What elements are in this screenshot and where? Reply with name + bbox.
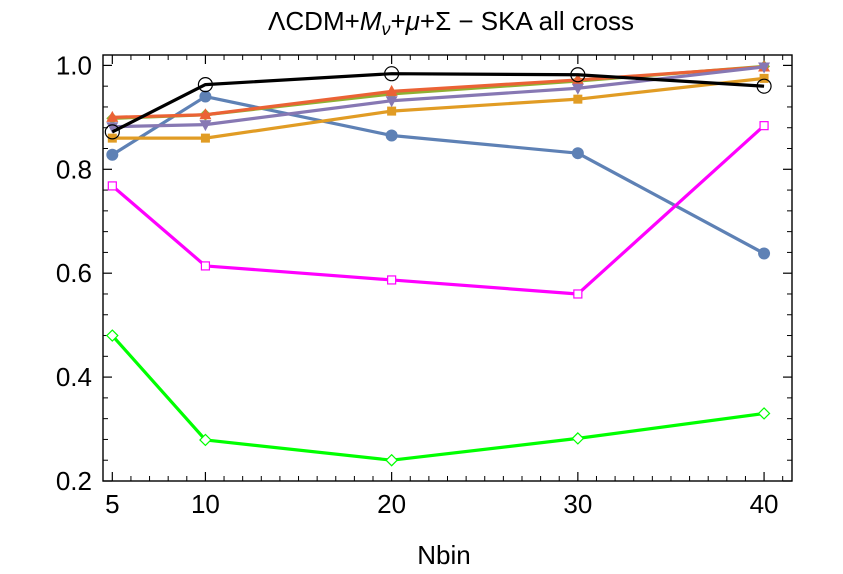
data-point-red bbox=[106, 110, 119, 122]
data-point-orange bbox=[573, 94, 583, 104]
chart-title: ΛCDM+Mν+μ+Σ − SKA all cross bbox=[268, 6, 634, 39]
data-point-lime bbox=[385, 453, 398, 467]
data-point-blue bbox=[106, 148, 119, 161]
data-point-lime bbox=[571, 432, 585, 445]
data-point-blue bbox=[571, 147, 584, 160]
data-point-orange bbox=[759, 73, 769, 83]
data-point-black bbox=[104, 124, 120, 140]
y-tick-label: 0.2 bbox=[56, 466, 92, 496]
data-point-black bbox=[384, 66, 400, 82]
y-tick-label: 1.0 bbox=[56, 50, 92, 80]
data-point-purple bbox=[758, 62, 771, 74]
data-point-orange bbox=[200, 133, 210, 143]
data-point-black bbox=[756, 78, 772, 94]
data-point-black bbox=[197, 77, 214, 93]
y-tick-label: 0.8 bbox=[56, 154, 92, 184]
title-part-mu: μ bbox=[405, 6, 420, 36]
data-point-magenta bbox=[387, 275, 397, 285]
title-part-plus: + bbox=[390, 6, 405, 36]
x-tick-label: 10 bbox=[191, 489, 220, 519]
x-tick-label: 40 bbox=[750, 489, 779, 519]
data-point-black bbox=[570, 67, 586, 83]
data-point-red bbox=[385, 84, 398, 96]
data-point-magenta bbox=[573, 289, 583, 299]
title-part-nu: ν bbox=[381, 19, 390, 39]
title-part-m: M bbox=[360, 6, 382, 36]
data-point-purple bbox=[199, 120, 212, 132]
data-point-purple bbox=[571, 83, 584, 95]
data-point-magenta bbox=[200, 261, 211, 271]
series-line-black bbox=[111, 72, 765, 134]
series-magenta bbox=[107, 121, 769, 299]
series-orange bbox=[107, 73, 769, 143]
data-point-lime bbox=[105, 329, 119, 342]
data-point-orange bbox=[107, 133, 117, 143]
series-line-blue bbox=[111, 94, 765, 255]
data-point-magenta bbox=[107, 181, 117, 191]
title-part-lcdm: ΛCDM+ bbox=[268, 6, 360, 36]
title-part-rest: +Σ − SKA all cross bbox=[420, 6, 634, 36]
y-tick-label: 0.4 bbox=[56, 362, 92, 392]
series-line-magenta bbox=[111, 124, 766, 296]
series-black bbox=[104, 66, 772, 140]
x-axis-label: Nbin bbox=[417, 540, 470, 570]
data-point-lime bbox=[199, 433, 212, 447]
data-point-purple bbox=[385, 96, 398, 108]
data-point-lime bbox=[757, 407, 771, 420]
data-point-blue bbox=[385, 129, 398, 142]
data-point-blue bbox=[758, 247, 771, 260]
data-point-orange bbox=[387, 106, 397, 116]
y-tick-label: 0.6 bbox=[56, 258, 92, 288]
series-lime bbox=[105, 329, 771, 467]
tick-labels: 5 10 20 30 40 0.2 0.4 0.6 0.8 1.0 bbox=[56, 50, 779, 519]
data-point-blue bbox=[199, 90, 212, 103]
x-tick-label: 5 bbox=[105, 489, 119, 519]
data-point-red bbox=[199, 108, 212, 120]
series-layer bbox=[104, 60, 772, 467]
data-point-magenta bbox=[759, 121, 769, 131]
x-tick-label: 30 bbox=[563, 489, 592, 519]
x-tick-label: 20 bbox=[377, 489, 406, 519]
